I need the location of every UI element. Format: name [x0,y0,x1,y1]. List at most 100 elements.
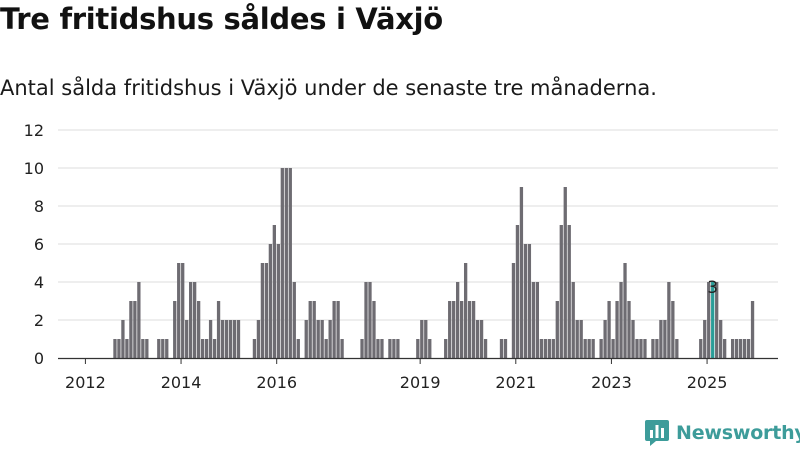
bar [141,339,145,358]
y-tick-label: 10 [24,159,44,178]
bar [619,282,623,358]
bar [651,339,655,358]
bar [475,320,480,358]
bar [328,320,332,358]
brand-name: Newsworthy [676,422,800,444]
bar [276,244,280,358]
highlight-value-label: 3 [707,278,718,298]
bar [165,339,169,358]
bar [292,282,296,358]
bar [264,263,269,358]
bar [531,282,536,358]
bar [380,339,384,358]
y-tick-label: 4 [34,273,44,292]
x-tick-label: 2016 [256,373,297,392]
bar [212,339,217,358]
bar [503,339,508,358]
page-subtitle: Antal sålda fritidshus i Växjö under de … [0,76,657,100]
bar [523,244,528,358]
y-tick-label: 0 [34,349,44,368]
bar [543,339,547,358]
bar [519,187,524,358]
bar [125,339,129,358]
bar [260,263,265,358]
highlight-bar [711,282,715,358]
bar [719,320,723,358]
bar [364,282,368,358]
bar [607,301,611,358]
bar [471,301,476,358]
bar [583,339,587,358]
bar [456,282,460,358]
bar [272,225,276,358]
bar [284,168,288,358]
bar [416,339,420,358]
bar [563,187,567,358]
bar [304,320,308,358]
bar [551,339,555,358]
bar [224,320,229,358]
page-title: Tre fritidshus såldes i Växjö [0,2,443,36]
bar [161,339,165,358]
bar [312,301,316,358]
bar [587,339,591,358]
bar [539,339,543,358]
bar [635,339,639,358]
y-tick-label: 2 [34,311,44,330]
bar [332,301,336,358]
bar [133,301,137,358]
bar [511,263,516,358]
bar [483,339,488,358]
bar [571,282,575,358]
bar [204,339,209,358]
bar [599,339,603,358]
bar [196,301,201,358]
bar [515,225,520,358]
bar [746,339,751,358]
bar [189,282,193,358]
x-tick-label: 2023 [591,373,632,392]
bar [392,339,396,358]
bar [368,282,372,358]
bar [742,339,747,358]
bar [627,301,631,358]
bar [308,301,312,358]
bar [220,320,225,358]
bar [460,301,464,358]
bar [181,263,185,358]
x-tick-label: 2012 [65,373,106,392]
bar [603,320,607,358]
bar [185,320,189,358]
bar [296,339,300,358]
bar [200,339,205,358]
bar [567,225,571,358]
bar [535,282,540,358]
brand-logo: Newsworthy [644,418,800,448]
bar [639,339,643,358]
bar [208,320,213,358]
bar [463,263,468,358]
bar [699,339,703,358]
bar [117,339,121,358]
bar [723,339,727,358]
x-tick-label: 2025 [687,373,728,392]
y-tick-label: 12 [24,121,44,140]
bar [479,320,484,358]
bar [232,320,237,358]
bar [157,339,161,358]
bar [448,301,452,358]
bar [667,282,671,358]
bar [738,339,743,358]
bar [376,339,380,358]
bar [734,339,739,358]
bar [236,320,241,358]
bar-chart-badge-icon [645,420,669,446]
bar [316,320,320,358]
bar [675,339,679,358]
bar [655,339,659,358]
bar [173,301,177,358]
x-tick-label: 2021 [495,373,536,392]
bar [280,168,284,358]
bar [659,320,663,358]
bar [428,339,432,358]
